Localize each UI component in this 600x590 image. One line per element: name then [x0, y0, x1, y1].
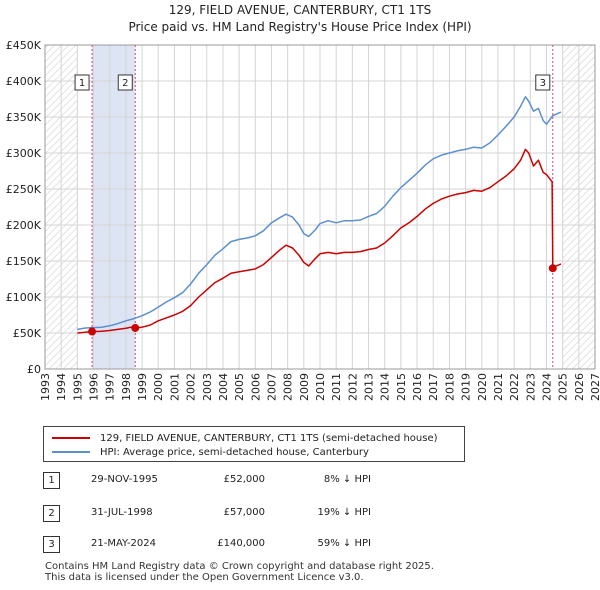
y-tick-label: £50K: [13, 327, 42, 340]
series-line-price-paid: [77, 148, 562, 334]
row-hpi: 59% ↓ HPI: [317, 538, 371, 549]
sale-marker-box: [117, 74, 133, 91]
x-tick-label: 2013: [363, 373, 376, 401]
x-tick-label: 2027: [589, 373, 600, 401]
x-tick-label: 2003: [201, 373, 214, 401]
chart-title: 129, FIELD AVENUE, CANTERBURY, CT1 1TS: [168, 3, 432, 17]
footer: Contains HM Land Registry data © Crown c…: [45, 561, 434, 583]
x-tick-label: 2005: [233, 373, 246, 401]
shaded-range: [92, 45, 136, 369]
x-tick-label: 1996: [88, 373, 101, 401]
x-tick-label: 2000: [152, 373, 165, 401]
x-tick-label: 2001: [168, 373, 181, 401]
x-tick-label: 2018: [443, 373, 456, 401]
plot-border: [44, 44, 596, 370]
x-tick-label: 2008: [282, 373, 295, 401]
legend-item-price-paid: 129, FIELD AVENUE, CANTERBURY, CT1 1TS (…: [52, 431, 438, 445]
sale-marker-box: [535, 74, 551, 91]
y-tick-label: £200K: [6, 219, 42, 232]
row-price: £140,000: [217, 538, 265, 549]
x-tick-label: 2017: [427, 373, 440, 401]
x-tick-label: 2021: [492, 373, 505, 401]
sale-marker-label: 3: [540, 78, 546, 89]
x-tick-label: 2009: [298, 373, 311, 401]
x-tick-label: 2014: [379, 373, 392, 401]
x-tick-label: 2011: [330, 373, 343, 401]
x-tick-label: 2023: [524, 373, 537, 401]
sale-marker-box: [74, 74, 90, 91]
legend-item-hpi: HPI: Average price, semi-detached house,…: [52, 445, 369, 459]
legend-swatch-red: [52, 437, 90, 439]
legend: 129, FIELD AVENUE, CANTERBURY, CT1 1TS (…: [43, 426, 465, 462]
y-tick-label: £450K: [6, 39, 42, 52]
x-tick-label: 1995: [71, 373, 84, 401]
x-tick-label: 1994: [55, 373, 68, 401]
row-hpi: 8% ↓ HPI: [323, 474, 371, 485]
price-chart: £0 £50K £100K £150K £200K £250K £300K £350K £400…: [6, 39, 600, 401]
legend-label-price-paid: 129, FIELD AVENUE, CANTERBURY, CT1 1TS (…: [100, 432, 438, 444]
footer-copyright: Contains HM Land Registry data © Crown c…: [45, 561, 434, 572]
row-date: 29-NOV-1995: [91, 474, 158, 485]
series-line-hpi: [77, 96, 562, 331]
y-tick-label: £0: [27, 363, 41, 376]
row-marker: 2: [43, 505, 60, 522]
row-date: 31-JUL-1998: [91, 507, 153, 518]
x-tick-label: 2025: [557, 373, 570, 401]
row-date: 21-MAY-2024: [91, 538, 157, 549]
y-tick-label: £400K: [6, 75, 42, 88]
footer-license: This data is licensed under the Open Gov…: [45, 572, 364, 583]
x-tick-label: 2022: [508, 373, 521, 401]
sale-point: [548, 264, 557, 273]
sale-marker-label: 1: [79, 78, 85, 89]
table-row: 1 29-NOV-1995 £52,000 8% ↓ HPI: [43, 472, 443, 489]
y-tick-label: £350K: [6, 111, 42, 124]
y-tick-label: £300K: [6, 147, 42, 160]
y-tick-label: £100K: [6, 291, 42, 304]
row-marker: 3: [43, 536, 60, 553]
row-hpi: 19% ↓ HPI: [317, 507, 371, 518]
legend-swatch-blue: [52, 451, 90, 453]
row-price: £57,000: [223, 507, 265, 518]
sale-point: [88, 327, 97, 336]
x-tick-label: 1999: [136, 373, 149, 401]
y-tick-label: £250K: [6, 183, 42, 196]
chart-title-block: 129, FIELD AVENUE, CANTERBURY, CT1 1TS P…: [0, 2, 600, 36]
table-row: 2 31-JUL-1998 £57,000 19% ↓ HPI: [43, 505, 443, 522]
x-tick-label: 2020: [476, 373, 489, 401]
row-marker: 1: [43, 472, 60, 489]
sale-point: [131, 323, 140, 332]
x-tick-label: 2015: [395, 373, 408, 401]
x-tick-label: 2004: [217, 373, 230, 401]
x-tick-label: 2007: [265, 373, 278, 401]
x-tick-label: 2012: [346, 373, 359, 401]
row-price: £52,000: [223, 474, 265, 485]
x-tick-label: 2016: [411, 373, 424, 401]
x-tick-label: 2010: [314, 373, 327, 401]
legend-label-hpi: HPI: Average price, semi-detached house,…: [100, 446, 369, 458]
x-tick-label: 2019: [460, 373, 473, 401]
x-tick-label: 2024: [540, 373, 553, 401]
table-row: 3 21-MAY-2024 £140,000 59% ↓ HPI: [43, 536, 443, 553]
x-tick-label: 1998: [120, 373, 133, 401]
sale-marker-label: 2: [122, 78, 128, 89]
x-tick-label: 2002: [185, 373, 198, 401]
x-tick-label: 1993: [39, 373, 52, 401]
x-tick-label: 2026: [573, 373, 586, 401]
x-tick-label: 1997: [104, 373, 117, 401]
x-tick-label: 2006: [249, 373, 262, 401]
chart-subtitle: Price paid vs. HM Land Registry's House …: [128, 20, 472, 34]
y-tick-label: £150K: [6, 255, 42, 268]
